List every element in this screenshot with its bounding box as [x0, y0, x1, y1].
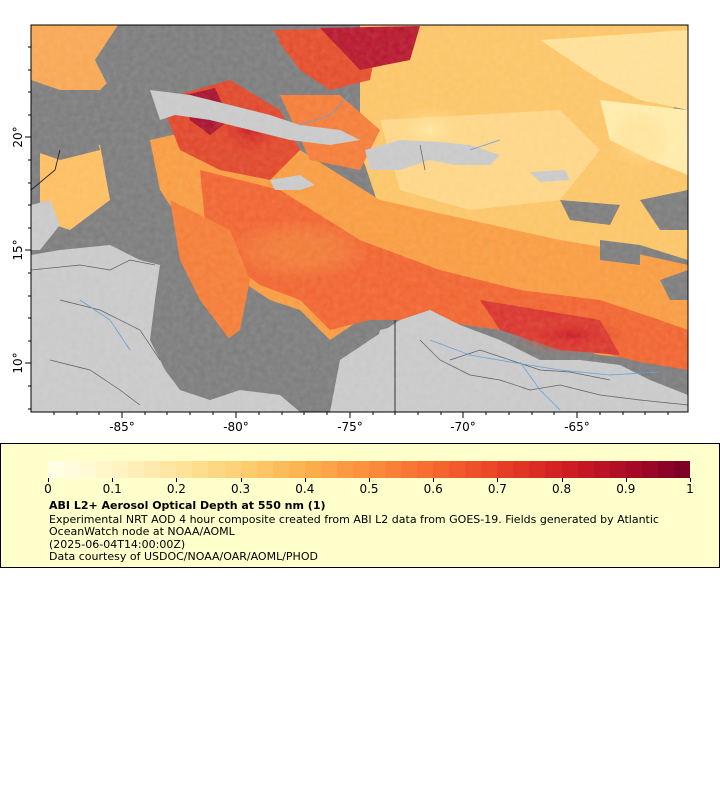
- x-tick-label: -65°: [564, 420, 590, 434]
- colorbar-tick-label: 0.4: [295, 482, 315, 496]
- colorbar-tick-label: 0: [44, 482, 52, 496]
- colorbar-swatch: [144, 461, 161, 478]
- colorbar-swatch: [433, 461, 450, 478]
- colorbar-swatch: [449, 461, 466, 478]
- x-tick-label: -85°: [109, 420, 135, 434]
- colorbar-tick: [304, 478, 306, 482]
- colorbar-swatch: [80, 461, 97, 478]
- colorbar-tick-label: 0.1: [102, 482, 122, 496]
- legend-title: ABI L2+ Aerosol Optical Depth at 550 nm …: [49, 499, 326, 512]
- colorbar-tick: [369, 478, 370, 482]
- colorbar-swatch: [417, 461, 434, 478]
- colorbar-tick-label: 0.9: [616, 482, 636, 496]
- x-major-ticks: [121, 412, 578, 418]
- colorbar-swatch: [401, 461, 418, 478]
- colorbar-swatch: [465, 461, 482, 478]
- colorbar-tick: [625, 478, 627, 482]
- colorbar-swatch: [176, 461, 193, 478]
- colorbar-swatch: [96, 461, 113, 478]
- colorbar-swatch: [352, 461, 369, 478]
- y-tick-label: 15°: [11, 239, 25, 260]
- map-border: [30, 24, 689, 413]
- colorbar-tick: [561, 478, 563, 482]
- colorbar-swatch: [256, 461, 273, 478]
- x-tick-label: -80°: [223, 420, 249, 434]
- x-tick-label: -75°: [337, 420, 363, 434]
- map-panel: -85° -80° -75° -70° -65° 20° 15° 10°: [11, 24, 689, 434]
- texture-overlay: [31, 25, 688, 412]
- colorbar-swatch: [160, 461, 177, 478]
- colorbar-tick: [240, 478, 242, 482]
- colorbar-swatch: [320, 461, 337, 478]
- colorbar-tick: [497, 478, 499, 482]
- x-axis: -85° -80° -75° -70° -65°: [53, 412, 669, 434]
- colorbar-swatch: [224, 461, 241, 478]
- colorbar-tick-label: 0.5: [359, 482, 379, 496]
- legend-timestamp: (2025-06-04T14:00:00Z): [49, 538, 186, 551]
- legend-panel: 0 0.1 0.2 0.3 0.4 0.5 0.6 0.7 0.8 0.9 1 ABI L2+ Ae…: [0, 443, 720, 568]
- legend-description: Experimental NRT AOD 4 hour composite cr…: [49, 513, 659, 538]
- colorbar-tick: [690, 478, 691, 482]
- colorbar-tick-label: 0.3: [231, 482, 251, 496]
- colorbar-swatch: [545, 461, 562, 478]
- colorbar-swatch: [64, 461, 81, 478]
- y-major-ticks: [25, 136, 31, 364]
- colorbar-swatch: [609, 461, 626, 478]
- aod-map: -85° -80° -75° -70° -65° 20° 15° 10°: [11, 24, 689, 434]
- colorbar-swatch: [561, 461, 578, 478]
- colorbar-tick-label: 0.6: [423, 482, 443, 496]
- colorbar-swatch: [577, 461, 594, 478]
- legend-credit: Data courtesy of USDOC/NOAA/OAR/AOML/PHO…: [49, 550, 318, 563]
- colorbar-tick: [176, 478, 178, 482]
- colorbar-tick: [112, 478, 114, 482]
- colorbar-swatch: [673, 461, 690, 478]
- x-minor-ticks: [53, 412, 669, 415]
- colorbar-swatch: [657, 461, 674, 478]
- colorbar-swatch: [384, 461, 402, 478]
- colorbar-swatch: [304, 461, 321, 478]
- colorbar-swatch: [641, 461, 658, 478]
- colorbar-swatch: [112, 461, 129, 478]
- colorbar-swatch: [272, 461, 289, 478]
- colorbar-tick: [433, 478, 435, 482]
- y-minor-ticks: [28, 46, 31, 410]
- colorbar-tick-label: 0.2: [166, 482, 186, 496]
- map-content: [31, 25, 688, 412]
- colorbar-swatch: [336, 461, 353, 478]
- colorbar-swatch: [513, 461, 530, 478]
- y-tick-label: 20°: [11, 126, 25, 147]
- colorbar: [48, 461, 690, 478]
- y-axis: 20° 15° 10°: [11, 46, 31, 410]
- colorbar-tick-label: 0.7: [487, 482, 507, 496]
- colorbar-swatch: [529, 461, 546, 478]
- colorbar-tick-label: 0.8: [552, 482, 572, 496]
- colorbar-swatch: [481, 461, 498, 478]
- colorbar-swatch: [497, 461, 514, 478]
- colorbar-swatch: [192, 461, 209, 478]
- colorbar-tick-label: 1: [686, 482, 694, 496]
- colorbar-swatch: [240, 461, 257, 478]
- colorbar-swatch: [128, 461, 145, 478]
- colorbar-swatch: [625, 461, 642, 478]
- y-tick-label: 10°: [11, 352, 25, 373]
- colorbar-swatch: [48, 461, 65, 478]
- colorbar-swatch: [593, 461, 610, 478]
- colorbar-swatch: [288, 461, 305, 478]
- x-tick-label: -70°: [450, 420, 476, 434]
- colorbar-swatch: [368, 461, 385, 478]
- colorbar-swatch: [208, 461, 225, 478]
- colorbar-tick: [48, 478, 49, 482]
